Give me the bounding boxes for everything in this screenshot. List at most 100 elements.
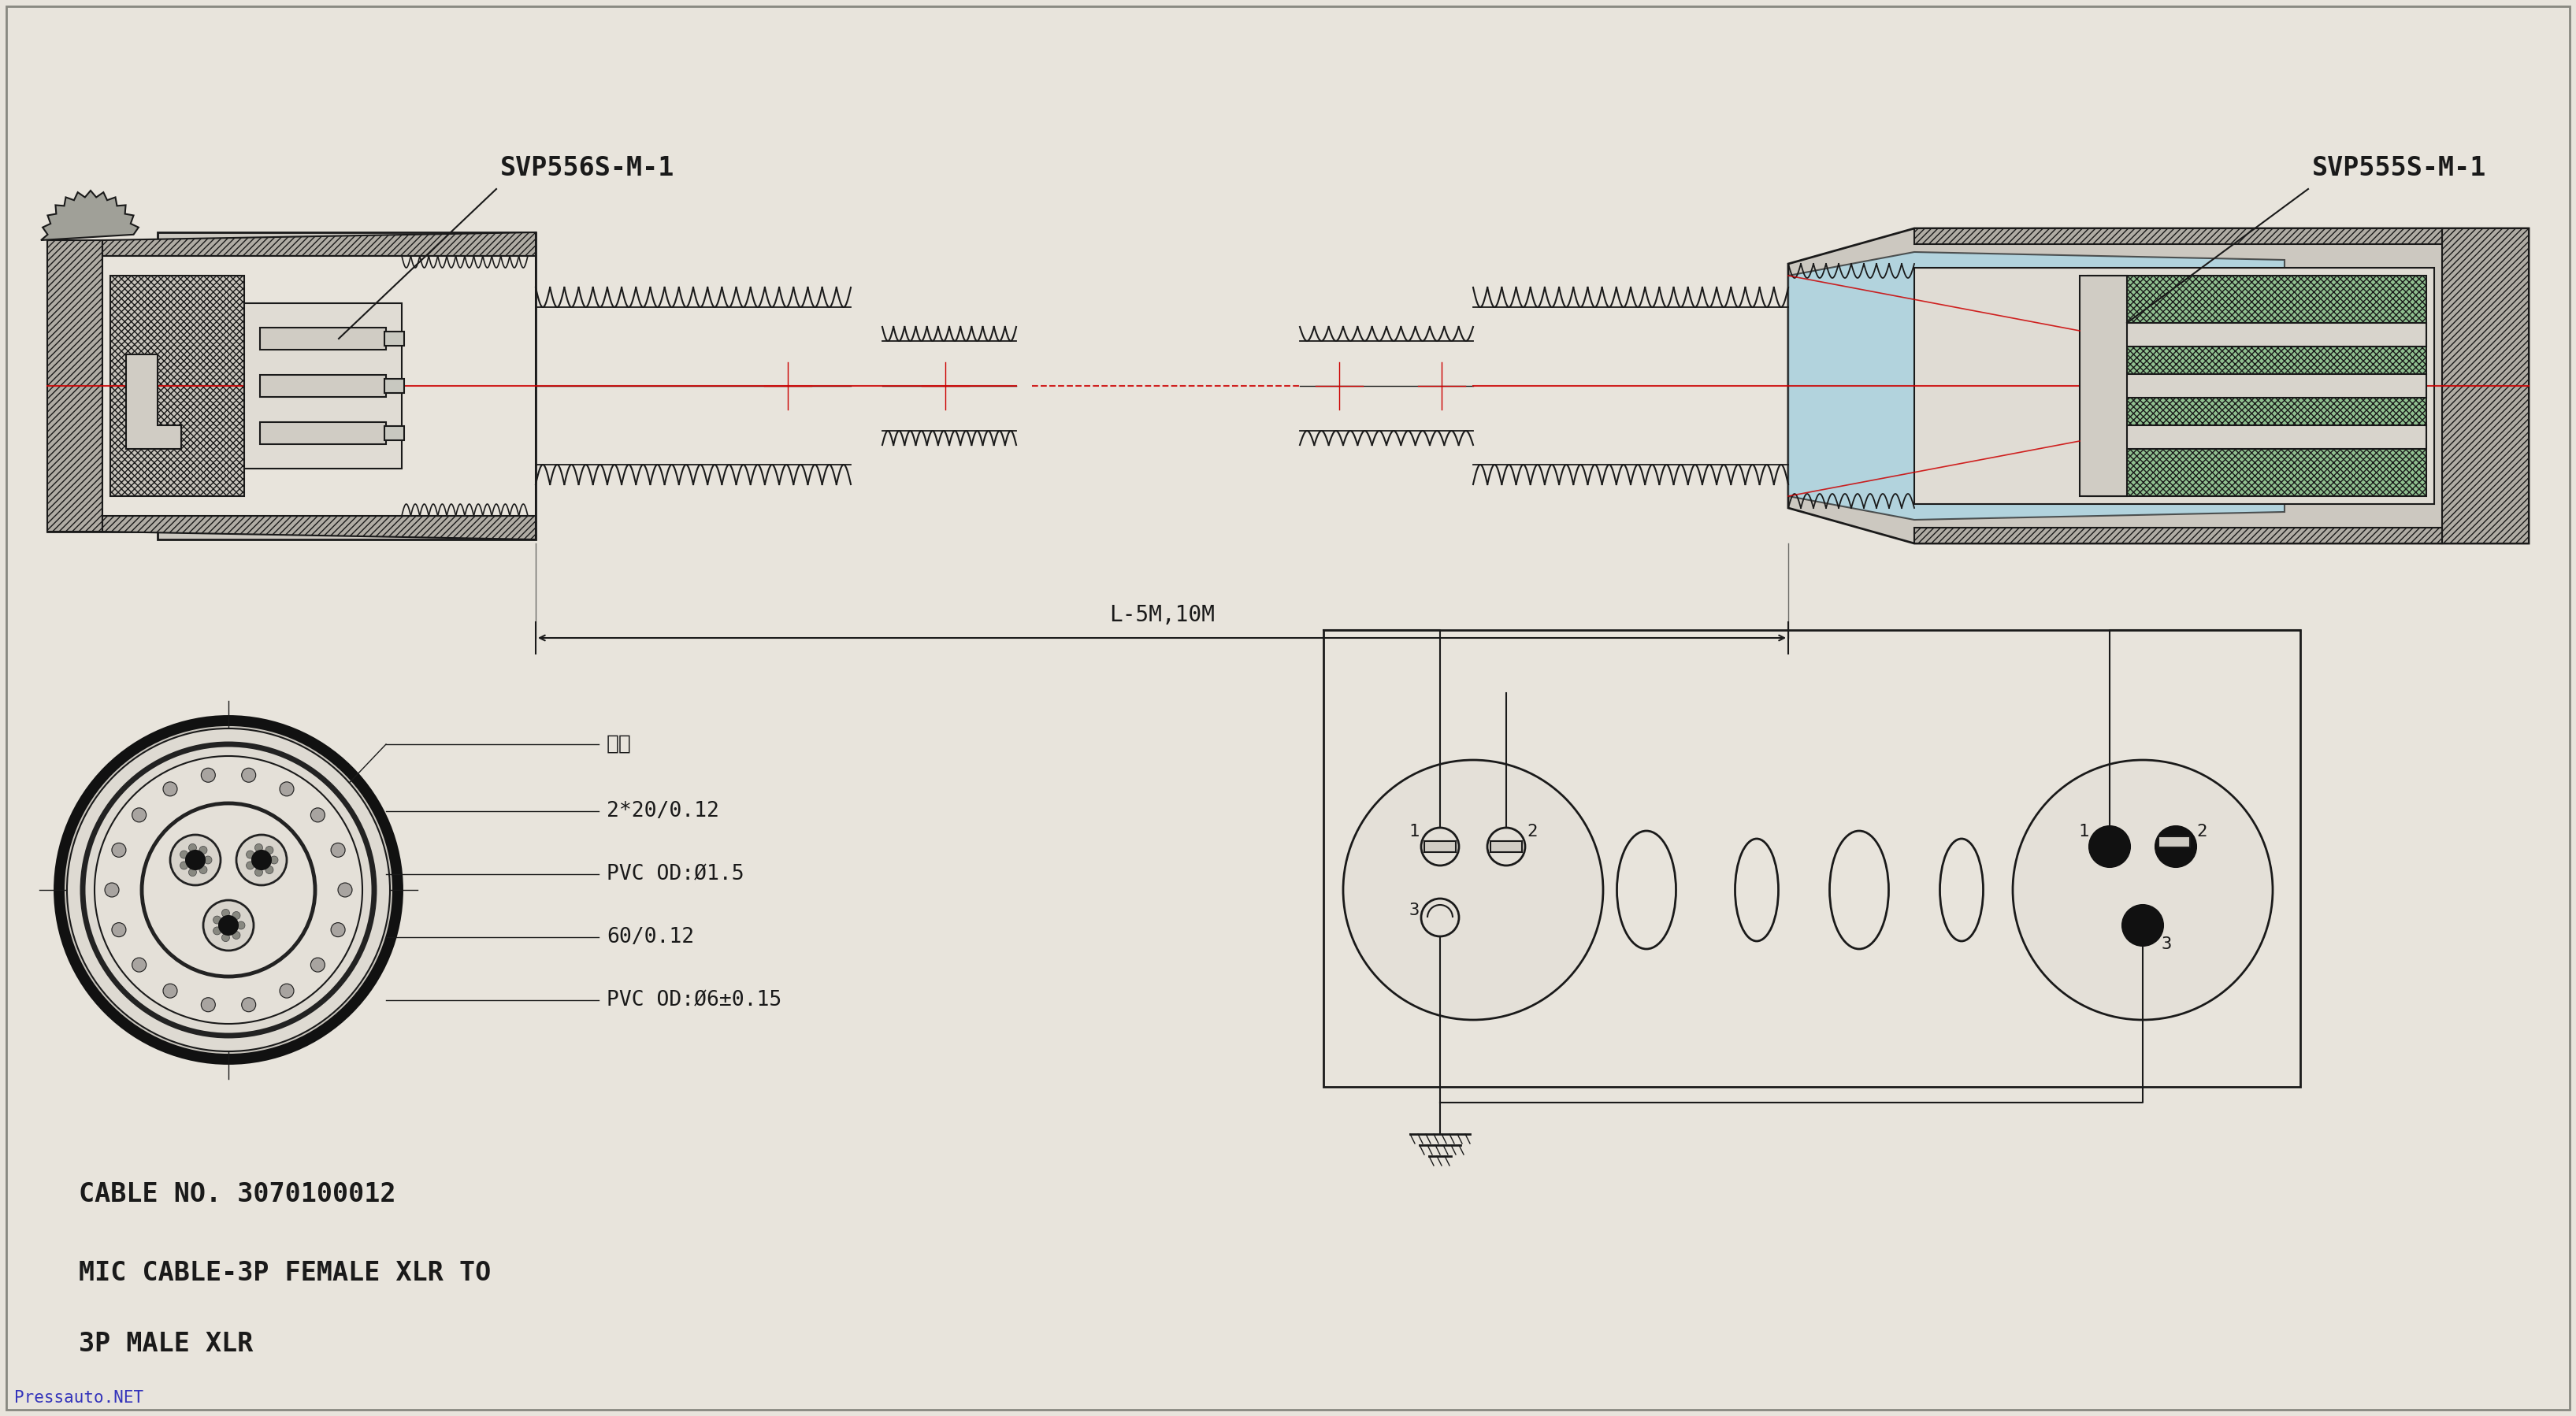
- Circle shape: [312, 809, 325, 823]
- Circle shape: [237, 922, 245, 929]
- Bar: [1914, 268, 2434, 504]
- Bar: [2112, 425, 2427, 449]
- Circle shape: [247, 861, 255, 869]
- Text: 1: 1: [2079, 824, 2089, 840]
- Circle shape: [59, 721, 397, 1059]
- Circle shape: [2156, 826, 2197, 867]
- Text: 2: 2: [1528, 824, 1538, 840]
- Circle shape: [330, 843, 345, 857]
- Circle shape: [111, 843, 126, 857]
- Circle shape: [1422, 828, 1458, 865]
- Circle shape: [198, 847, 206, 854]
- Circle shape: [170, 835, 222, 885]
- Circle shape: [281, 782, 294, 796]
- Text: 3P MALE XLR: 3P MALE XLR: [80, 1331, 252, 1357]
- Polygon shape: [46, 241, 103, 531]
- Circle shape: [2123, 905, 2164, 946]
- Circle shape: [330, 923, 345, 937]
- Circle shape: [201, 767, 216, 782]
- Bar: [260, 422, 386, 445]
- Text: 60/0.12: 60/0.12: [605, 927, 693, 947]
- Text: 3: 3: [2161, 936, 2172, 952]
- Circle shape: [188, 868, 196, 877]
- Text: 棉线: 棉线: [605, 733, 631, 755]
- Bar: [384, 331, 404, 346]
- Circle shape: [337, 882, 353, 896]
- Bar: [2112, 374, 2427, 398]
- Circle shape: [188, 844, 196, 851]
- Polygon shape: [111, 276, 245, 496]
- Bar: [2112, 323, 2427, 347]
- Bar: [1324, 630, 2300, 1087]
- Circle shape: [106, 882, 118, 896]
- Circle shape: [242, 998, 255, 1012]
- Bar: [2159, 837, 2190, 847]
- Polygon shape: [1788, 228, 2530, 544]
- Circle shape: [224, 922, 232, 929]
- Polygon shape: [103, 232, 536, 256]
- Text: 3: 3: [1409, 902, 1419, 918]
- Circle shape: [185, 851, 206, 869]
- Circle shape: [162, 782, 178, 796]
- Circle shape: [214, 916, 222, 923]
- Circle shape: [242, 767, 255, 782]
- Circle shape: [281, 984, 294, 998]
- Circle shape: [131, 957, 147, 971]
- Circle shape: [1486, 828, 1525, 865]
- Circle shape: [258, 857, 265, 864]
- Bar: [245, 303, 402, 469]
- Bar: [2079, 276, 2128, 496]
- Circle shape: [180, 851, 188, 858]
- Circle shape: [95, 756, 363, 1024]
- Circle shape: [2012, 760, 2272, 1020]
- Circle shape: [201, 998, 216, 1012]
- Polygon shape: [126, 354, 180, 449]
- Polygon shape: [1914, 528, 2442, 544]
- Circle shape: [222, 909, 229, 918]
- Circle shape: [222, 933, 229, 942]
- Circle shape: [312, 957, 325, 971]
- Polygon shape: [1788, 252, 2285, 520]
- Circle shape: [265, 867, 273, 874]
- Circle shape: [255, 868, 263, 877]
- Text: 1: 1: [1409, 824, 1419, 840]
- Circle shape: [162, 984, 178, 998]
- Text: PVC OD:Ø6±0.15: PVC OD:Ø6±0.15: [605, 990, 781, 1011]
- Polygon shape: [46, 232, 536, 539]
- Polygon shape: [103, 515, 536, 539]
- Circle shape: [67, 728, 389, 1051]
- Circle shape: [255, 844, 263, 851]
- Bar: [1425, 841, 1455, 852]
- Bar: [384, 426, 404, 440]
- Polygon shape: [1914, 228, 2442, 244]
- Circle shape: [270, 857, 278, 864]
- Circle shape: [214, 927, 222, 935]
- Circle shape: [232, 932, 240, 939]
- Circle shape: [204, 857, 211, 864]
- Circle shape: [265, 847, 273, 854]
- Circle shape: [252, 851, 270, 869]
- Bar: [384, 379, 404, 394]
- Text: SVP556S-M-1: SVP556S-M-1: [500, 156, 675, 181]
- Bar: [103, 256, 536, 515]
- Circle shape: [180, 861, 188, 869]
- Circle shape: [204, 901, 252, 950]
- Circle shape: [2089, 826, 2130, 867]
- Bar: [260, 327, 386, 350]
- Bar: [260, 375, 386, 396]
- Text: MIC CABLE-3P FEMALE XLR TO: MIC CABLE-3P FEMALE XLR TO: [80, 1260, 492, 1286]
- Circle shape: [131, 809, 147, 823]
- Text: CABLE NO. 3070100012: CABLE NO. 3070100012: [80, 1181, 397, 1208]
- Text: L-5M,10M: L-5M,10M: [1110, 605, 1216, 626]
- Bar: [1492, 841, 1522, 852]
- Polygon shape: [2442, 228, 2530, 544]
- Circle shape: [247, 851, 255, 858]
- Circle shape: [191, 857, 198, 864]
- Text: SVP555S-M-1: SVP555S-M-1: [2313, 156, 2486, 181]
- Circle shape: [219, 916, 237, 935]
- Polygon shape: [2087, 276, 2427, 496]
- Text: 2: 2: [2197, 824, 2208, 840]
- Polygon shape: [41, 191, 139, 241]
- Circle shape: [232, 912, 240, 919]
- Circle shape: [1422, 899, 1458, 936]
